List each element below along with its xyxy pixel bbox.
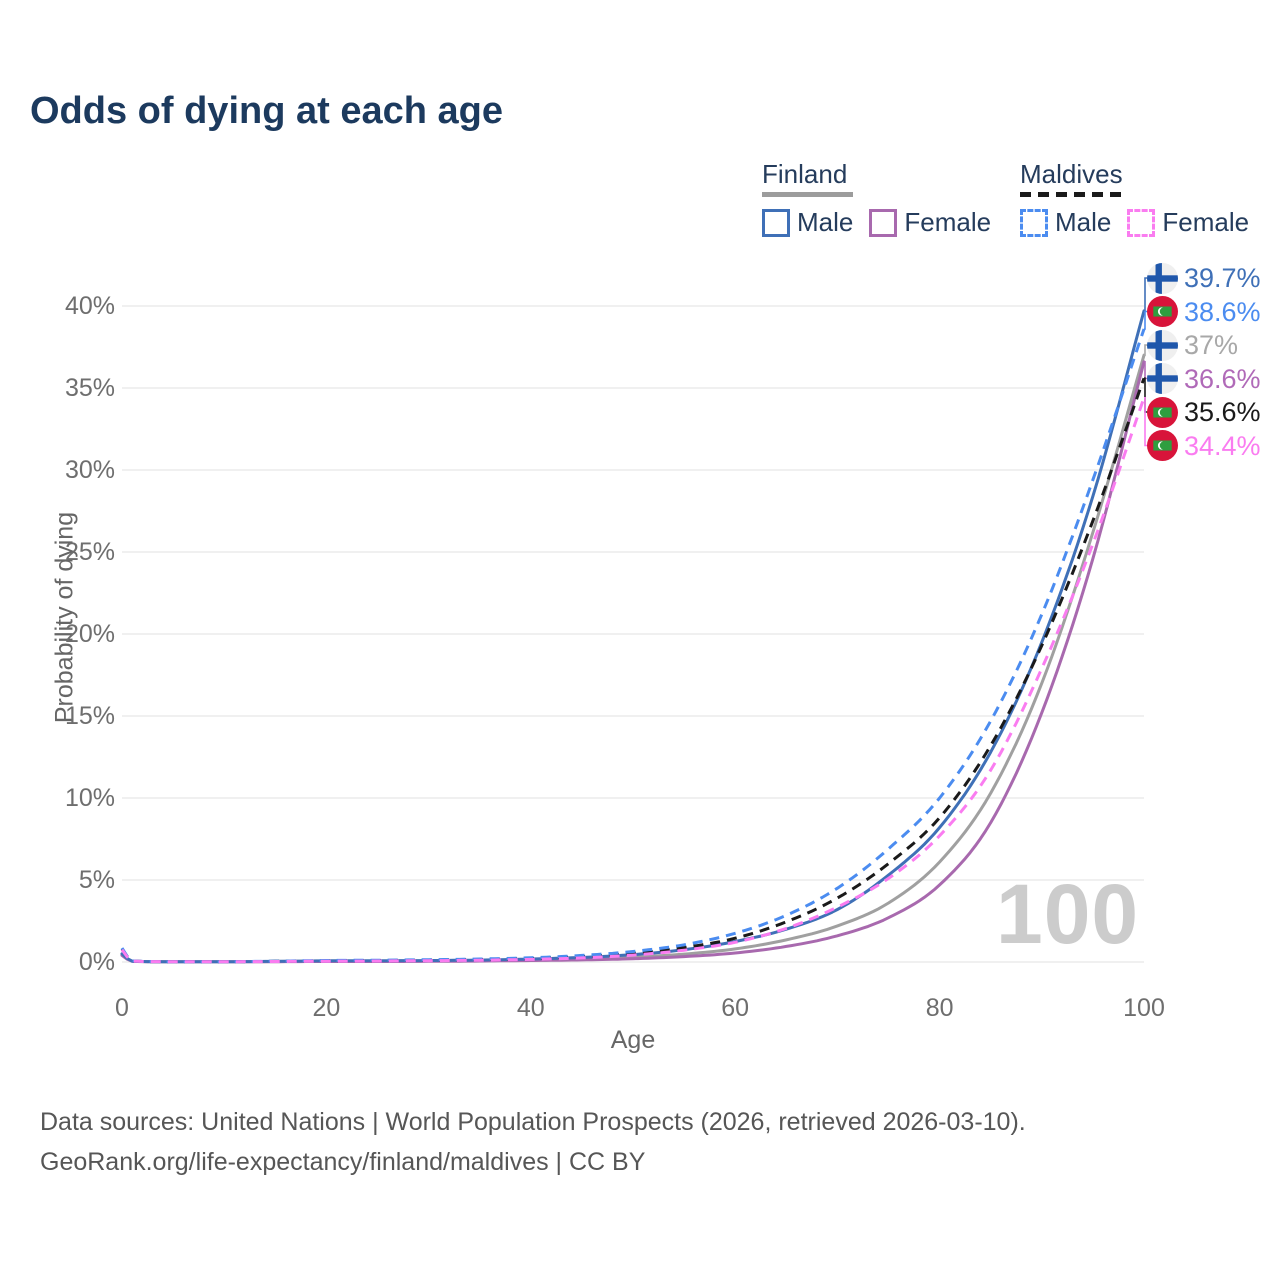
- end-label-maldives-38.6pct: 38.6%: [1147, 296, 1261, 328]
- finland-flag-icon: [1147, 363, 1178, 394]
- end-label-finland-36.6pct: 36.6%: [1147, 363, 1261, 395]
- x-tick-label-60: 60: [721, 994, 750, 1022]
- x-tick-label-80: 80: [925, 994, 954, 1022]
- end-label-value: 34.4%: [1184, 430, 1261, 461]
- series-line-maldives-female: [120, 397, 1146, 964]
- end-label-value: 37%: [1184, 330, 1239, 360]
- finland-female-swatch-icon: [869, 208, 898, 237]
- y-tick-label-25: 25%: [64, 538, 115, 566]
- series-line-finland-male: [120, 309, 1146, 964]
- end-label-value: 36.6%: [1184, 363, 1261, 394]
- maldives-flag-icon: [1147, 396, 1178, 428]
- maldives-flag-icon: [1147, 296, 1178, 327]
- y-tick-label-20: 20%: [64, 620, 115, 648]
- legend-item-maldives-male[interactable]: Male: [1020, 207, 1111, 238]
- legend-row-maldives: Male Female: [1020, 207, 1265, 238]
- maldives-dashed-line-sample: [1020, 192, 1124, 197]
- legend-header-finland: Finland: [762, 159, 848, 189]
- page-title: Odds of dying at each age: [30, 90, 503, 132]
- legend-group-finland: Finland Male Female: [762, 160, 1007, 238]
- series-line-finland-female: [120, 360, 1146, 964]
- y-tick-label-0: 0%: [78, 948, 115, 976]
- legend-item-label: Female: [1162, 207, 1250, 237]
- y-tick-label-35: 35%: [64, 374, 115, 402]
- y-tick-label-10: 10%: [64, 784, 115, 812]
- attribution-line: GeoRank.org/life-expectancy/finland/mald…: [40, 1148, 646, 1176]
- end-label-maldives-34.4pct: 34.4%: [1147, 430, 1261, 462]
- end-label-value: 35.6%: [1184, 397, 1261, 427]
- y-tick-label-30: 30%: [64, 456, 115, 484]
- finland-flag-icon: [1147, 262, 1178, 294]
- legend-row-finland: Male Female: [762, 207, 1007, 238]
- x-tick-label-20: 20: [312, 994, 341, 1022]
- end-label-value: 38.6%: [1184, 296, 1261, 327]
- series-line-maldives-male: [120, 328, 1146, 964]
- end-label-maldives-35.6pct: 35.6%: [1147, 396, 1261, 428]
- end-label-finland-39.7pct: 39.7%: [1147, 262, 1261, 294]
- legend-item-finland-male[interactable]: Male: [762, 207, 853, 238]
- y-tick-label-5: 5%: [78, 866, 115, 894]
- legend-item-label: Male: [1055, 207, 1112, 237]
- y-tick-label-40: 40%: [64, 292, 115, 320]
- finland-male-swatch-icon: [762, 208, 790, 237]
- x-axis-title: Age: [610, 1026, 656, 1054]
- x-tick-label-0: 0: [115, 994, 129, 1022]
- x-tick-label-40: 40: [516, 994, 545, 1022]
- series-line-finland-both-sexes: [120, 353, 1146, 964]
- maldives-flag-icon: [1147, 430, 1178, 461]
- maldives-male-swatch-icon: [1020, 208, 1048, 237]
- legend-header-maldives: Maldives: [1020, 159, 1123, 189]
- x-tick-label-100: 100: [1123, 994, 1165, 1022]
- finland-solid-line-sample: [762, 192, 853, 197]
- end-label-finland-37pct: 37%: [1147, 329, 1238, 361]
- finland-flag-icon: [1147, 329, 1178, 361]
- y-tick-label-15: 15%: [64, 702, 115, 730]
- series-line-maldives-both-sexes: [120, 377, 1146, 964]
- age-watermark: 100: [996, 867, 1140, 961]
- legend-group-maldives: Maldives Male Female: [1020, 160, 1265, 238]
- legend-item-finland-female[interactable]: Female: [869, 207, 991, 238]
- legend-item-label: Male: [797, 207, 854, 237]
- end-label-value: 39.7%: [1184, 263, 1261, 293]
- maldives-female-swatch-icon: [1127, 208, 1156, 237]
- legend-item-label: Female: [904, 207, 992, 237]
- legend-item-maldives-female[interactable]: Female: [1127, 207, 1249, 238]
- data-source-line: Data sources: United Nations | World Pop…: [40, 1108, 1026, 1136]
